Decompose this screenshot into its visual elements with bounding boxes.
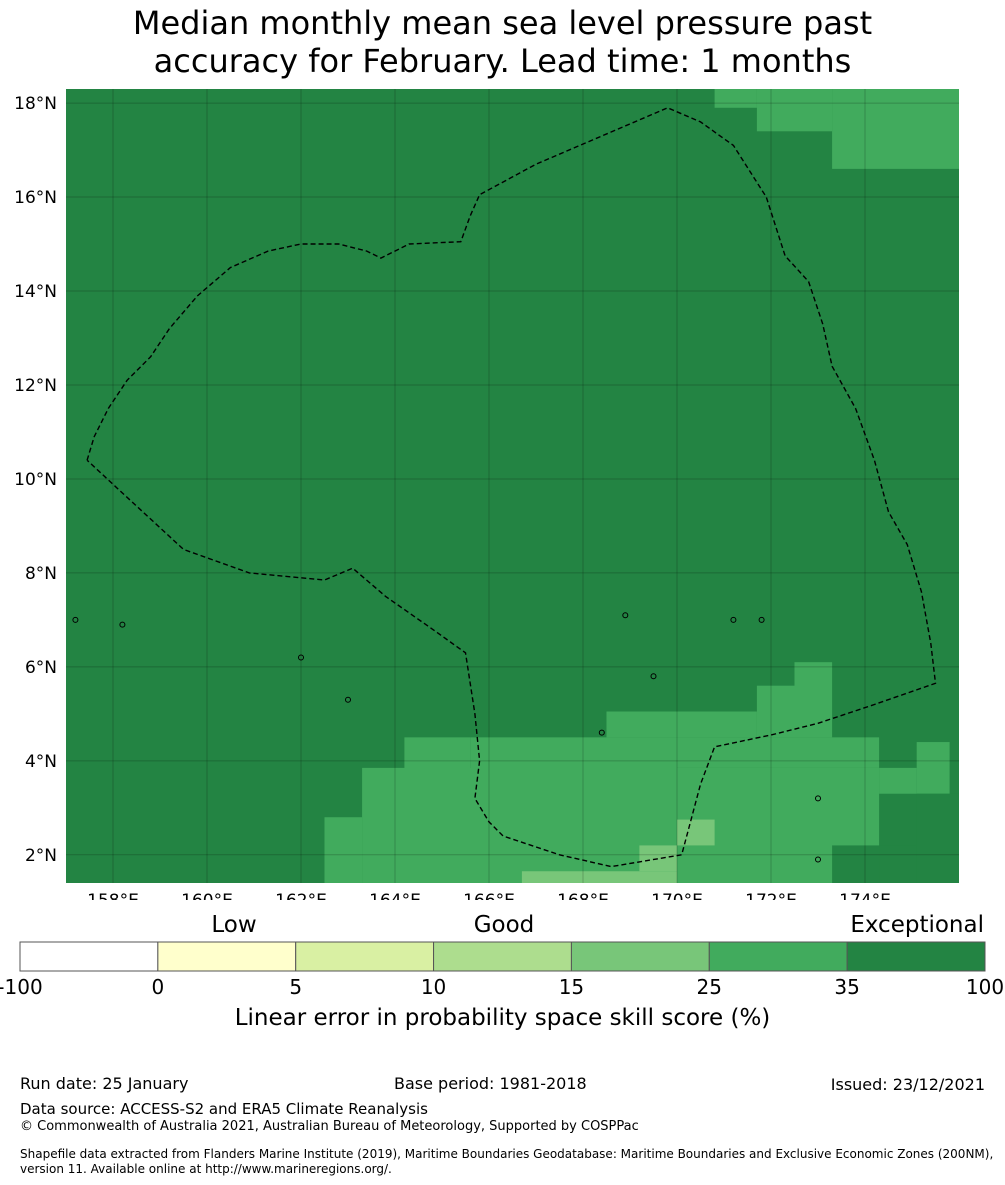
skill-cell-12 <box>916 742 950 794</box>
colorbar-tick-label: 35 <box>834 975 860 999</box>
colorbar-bin-3 <box>433 941 572 972</box>
skill-cell-1 <box>756 89 833 132</box>
x-tick-label: 174°E <box>839 891 891 900</box>
x-tick-label: 172°E <box>745 891 797 900</box>
island-outline-3 <box>345 696 351 703</box>
x-tick-label: 160°E <box>181 891 233 900</box>
island-outline-2 <box>298 654 304 661</box>
y-tick-label: 12°N <box>14 376 57 396</box>
y-tick-label: 16°N <box>14 188 57 208</box>
skill-cell-16 <box>677 819 715 846</box>
skill-cell-0 <box>714 89 757 108</box>
data-source-text: Data source: ACCESS-S2 and ERA5 Climate … <box>20 1100 428 1118</box>
island-outline-1 <box>119 621 126 628</box>
y-tick-label: 8°N <box>25 564 57 584</box>
run-date-text: Run date: 25 January <box>20 1074 189 1093</box>
skill-cell-7 <box>606 711 757 738</box>
colorbar-bin-6 <box>846 941 986 972</box>
y-tick-label: 4°N <box>25 752 57 772</box>
colorbar-tick-label: 100 <box>965 975 1005 999</box>
skill-cell-4 <box>404 737 471 771</box>
skill-cell-2 <box>832 89 959 169</box>
colorbar-tick-label: 5 <box>289 975 303 999</box>
y-tick-label: 10°N <box>14 470 57 490</box>
skill-cell-13 <box>916 793 959 883</box>
skill-cell-17 <box>639 845 677 872</box>
eez-boundary <box>86 107 937 868</box>
colorbar-tick-label: 15 <box>558 975 585 999</box>
colorbar-tick-label: -100 <box>0 975 43 999</box>
island-outline-5 <box>650 673 657 680</box>
skill-cell-15 <box>832 845 880 883</box>
colorbar <box>19 941 986 972</box>
skill-cell-8 <box>756 685 795 738</box>
y-tick-label: 14°N <box>14 282 57 302</box>
colorbar-bin-4 <box>570 941 710 972</box>
skill-cell-3 <box>470 737 677 771</box>
colorbar-category-good: Good <box>473 912 535 938</box>
base-period-text: Base period: 1981-2018 <box>394 1074 587 1093</box>
island-outline-10 <box>622 612 629 619</box>
island-outline-6 <box>730 616 737 623</box>
skill-cell-11 <box>879 767 917 794</box>
colorbar-tick-label: 10 <box>420 975 447 999</box>
colorbar-category-exceptional: Exceptional <box>850 912 984 938</box>
island-outline-0 <box>72 616 79 623</box>
colorbar-title: Linear error in probability space skill … <box>234 1005 771 1031</box>
colorbar-category-low: Low <box>211 912 257 938</box>
colorbar-bin-1 <box>157 941 297 972</box>
y-tick-label: 18°N <box>14 94 57 114</box>
x-tick-label: 166°E <box>463 891 515 900</box>
chart-title-line-2: accuracy for February. Lead time: 1 mont… <box>153 42 852 80</box>
x-tick-label: 164°E <box>369 891 421 900</box>
issued-text: Issued: 23/12/2021 <box>830 1075 985 1094</box>
shapefile-credit-text: Shapefile data extracted from Flanders M… <box>20 1147 994 1176</box>
colorbar-tick-label: 0 <box>151 975 165 999</box>
skill-cell-5 <box>362 767 880 883</box>
skill-cell-9 <box>794 662 833 738</box>
skill-cell-18 <box>521 871 677 883</box>
colorbar-bin-2 <box>295 941 435 972</box>
colorbar-bin-0 <box>19 941 159 972</box>
island-outline-9 <box>815 856 821 863</box>
x-tick-label: 158°E <box>87 891 139 900</box>
island-outline-7 <box>758 616 765 623</box>
x-tick-label: 168°E <box>557 891 609 900</box>
colorbar-tick-label: 25 <box>696 975 723 999</box>
island-outline-4 <box>598 729 605 736</box>
copyright-text: © Commonwealth of Australia 2021, Austra… <box>20 1119 639 1134</box>
skill-cell-6 <box>324 817 363 883</box>
map-figure: 158°E 160°E 162°E 164°E 166°E 168°E 170°E 172°E… <box>14 89 959 900</box>
x-tick-label: 170°E <box>651 891 703 900</box>
skill-cell-14 <box>879 845 917 883</box>
colorbar-bin-5 <box>708 941 848 972</box>
y-tick-label: 6°N <box>25 658 57 678</box>
y-tick-label: 2°N <box>25 846 57 866</box>
x-tick-label: 162°E <box>275 891 327 900</box>
skill-cell-10 <box>677 737 880 768</box>
chart-title-line-1: Median monthly mean sea level pressure p… <box>132 4 873 42</box>
island-outline-8 <box>815 795 821 802</box>
